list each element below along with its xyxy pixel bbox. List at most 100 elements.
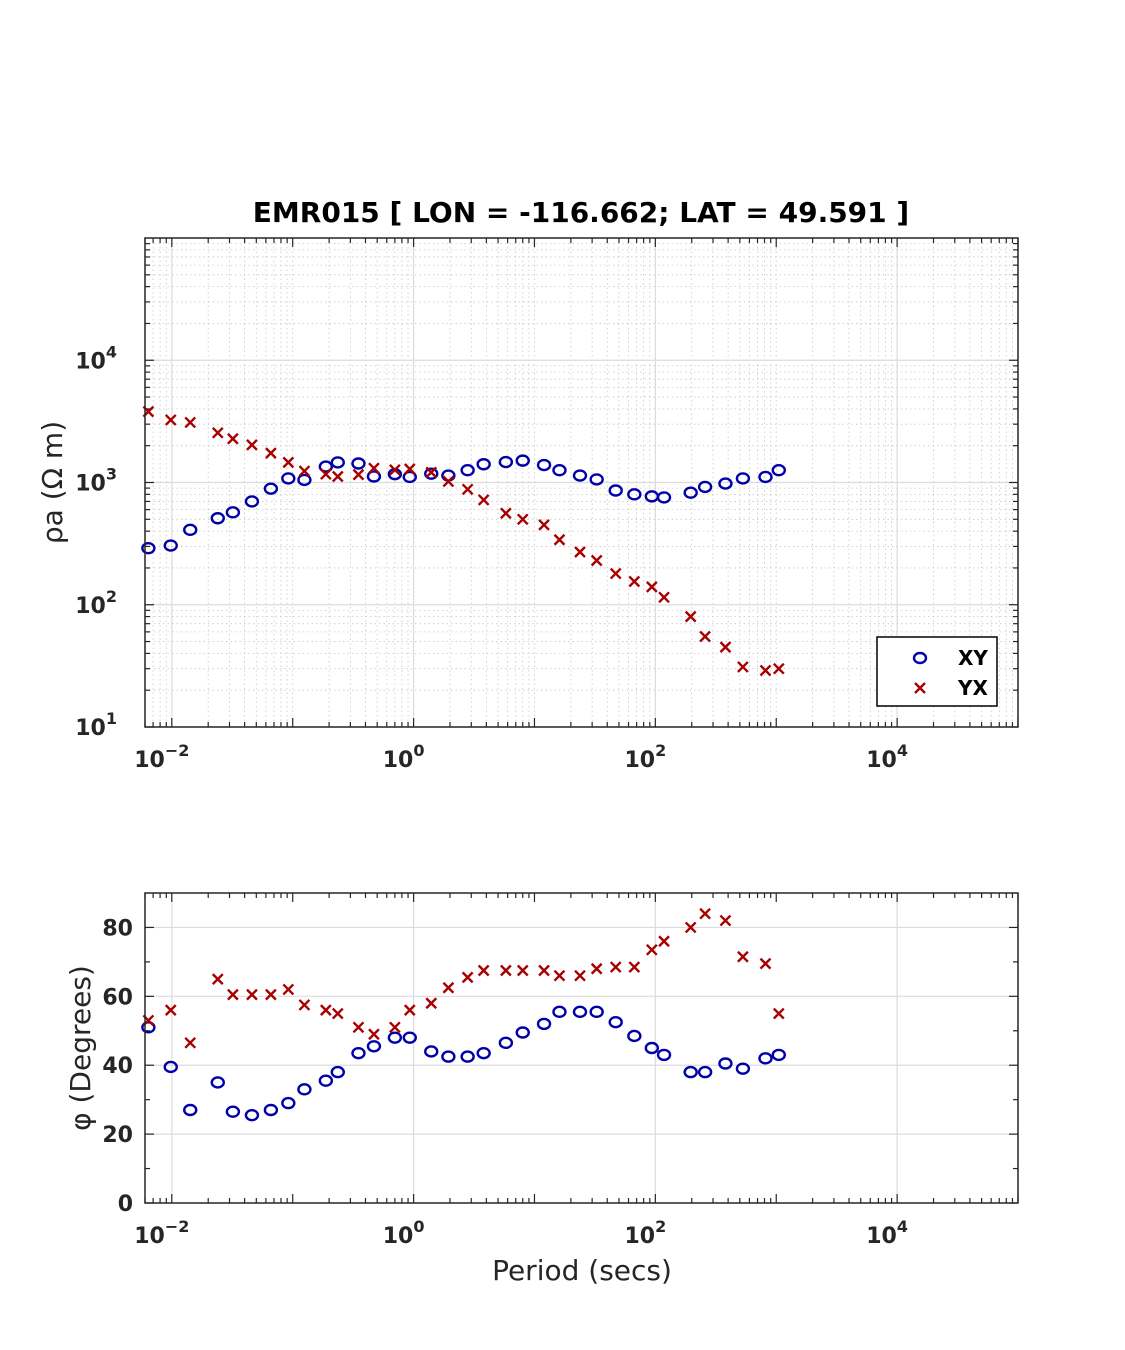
phase-yx-point: [477, 964, 490, 977]
x-tick-label: 100: [383, 1217, 425, 1249]
resistivity-xy-point: [402, 470, 417, 484]
phase-series: [141, 907, 786, 1122]
resistivity-xy-point: [460, 464, 475, 477]
resistivity-yx-point: [516, 513, 529, 526]
resistivity-xy-point: [552, 464, 567, 477]
resistivity-xy-point: [572, 469, 588, 482]
phase-grid: [145, 893, 1018, 1203]
phase-xy-point: [163, 1060, 178, 1074]
phase-yx-point: [184, 1036, 197, 1049]
resistivity-xy-point: [163, 539, 178, 552]
phase-xy-point: [210, 1076, 225, 1089]
phase-xy-point: [683, 1065, 698, 1079]
legend-box: [876, 636, 998, 707]
phase-xy-point: [297, 1083, 312, 1096]
phase-xy-point: [441, 1050, 456, 1063]
y-tick-label: 101: [75, 709, 117, 741]
resistivity-yx-point: [298, 465, 311, 477]
resistivity-xy-point: [210, 512, 225, 525]
phase-yx-point: [590, 962, 603, 975]
phase-xy-point: [697, 1065, 713, 1079]
resistivity-yx-point: [645, 581, 658, 593]
phase-xy-point: [536, 1017, 552, 1031]
resistivity-yx-point: [590, 554, 603, 567]
x-tick-label: 102: [624, 741, 666, 773]
resistivity-xy-point: [424, 467, 439, 480]
resistivity-yx-point: [719, 641, 732, 653]
resistivity-xy-point: [656, 491, 672, 504]
phase-yx-point: [553, 969, 566, 982]
resistivity-axes-frame: [144, 237, 1019, 728]
resistivity-xy-point: [476, 458, 491, 471]
x-tick-label: 100: [383, 741, 425, 773]
phase-yx-point: [645, 943, 658, 956]
resistivity-xy-point: [644, 490, 660, 503]
y-tick-label: 40: [102, 1054, 133, 1079]
resistivity-yx-point: [425, 466, 438, 479]
phase-yx-point: [331, 1007, 344, 1020]
resistivity-xy-point: [697, 480, 713, 494]
phase-xy-point: [281, 1096, 296, 1110]
y-tick-label: 20: [102, 1123, 133, 1148]
resistivity-xy-point: [281, 472, 296, 485]
phase-xy-point: [244, 1108, 260, 1122]
phase-yx-point: [609, 961, 622, 973]
phase-yx-point: [164, 1004, 177, 1016]
resistivity-xy-point: [498, 455, 514, 469]
phase-xy-point: [460, 1050, 475, 1063]
phase-y-tick-labels: 0 20 40 60 80: [102, 916, 133, 1217]
phase-xy-point: [608, 1015, 623, 1029]
phase-yx-point: [500, 964, 512, 977]
resistivity-x-tick-labels: 10−2 100 102 104: [134, 741, 908, 773]
resistivity-y-tick-labels: 101 102 103 104: [75, 342, 117, 741]
phase-xy-point: [552, 1005, 567, 1019]
resistivity-xy-point: [183, 523, 198, 537]
phase-yx-point: [699, 907, 711, 920]
resistivity-yx-point: [352, 468, 365, 481]
x-tick-label: 104: [866, 741, 908, 773]
phase-xy-point: [627, 1029, 642, 1043]
phase-yx-point: [265, 988, 277, 1001]
resistivity-xy-point: [536, 458, 552, 472]
resistivity-xy-point: [758, 470, 773, 484]
phase-yx-point: [425, 997, 438, 1010]
y-tick-label: 60: [102, 985, 133, 1010]
phase-yx-point: [684, 921, 697, 934]
phase-yx-point: [227, 988, 239, 1001]
resistivity-xy-point: [225, 506, 241, 519]
resistivity-yx-point: [759, 664, 772, 677]
resistivity-yx-point: [609, 567, 622, 580]
resistivity-yx-point: [574, 546, 586, 558]
phase-xy-point: [318, 1074, 334, 1087]
resistivity-xy-point: [244, 495, 260, 508]
resistivity-yx-point: [699, 630, 711, 643]
phase-xy-point: [141, 1021, 156, 1034]
legend-marker-yx: [914, 682, 926, 694]
resistivity-yx-point: [500, 507, 512, 520]
resistivity-yx-point: [184, 416, 197, 429]
phase-xy-point: [183, 1103, 198, 1117]
y-tick-label: 0: [118, 1192, 133, 1217]
legend: XY YX: [876, 636, 998, 707]
resistivity-y-axis-label: ρa (Ω m): [36, 421, 69, 544]
phase-yx-point: [737, 950, 749, 963]
phase-xy-point: [225, 1105, 241, 1118]
phase-yx-point: [538, 964, 550, 977]
phase-xy-point: [424, 1045, 439, 1058]
phase-yx-point: [461, 971, 474, 984]
resistivity-yx-point: [319, 468, 332, 481]
resistivity-xy-point: [263, 482, 279, 495]
phase-yx-point: [389, 1021, 401, 1034]
phase-yx-point: [319, 1004, 332, 1016]
phase-xy-point: [735, 1062, 751, 1075]
resistivity-xy-point: [589, 473, 604, 486]
phase-yx-point: [516, 964, 529, 977]
phase-xy-point: [402, 1031, 417, 1044]
phase-yx-point: [352, 1021, 365, 1034]
phase-yx-point: [246, 988, 258, 1001]
phase-x-axis-label: Period (secs): [492, 1254, 672, 1287]
resistivity-yx-point: [389, 463, 401, 476]
phase-yx-point: [211, 973, 224, 985]
resistivity-yx-point: [553, 533, 566, 546]
